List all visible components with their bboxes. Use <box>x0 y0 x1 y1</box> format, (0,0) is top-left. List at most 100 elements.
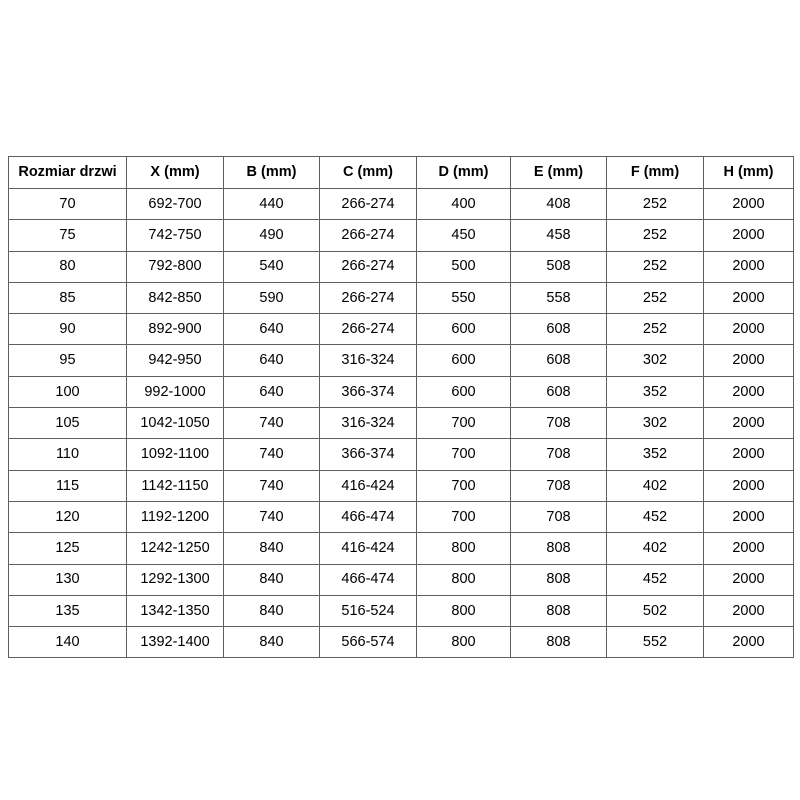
table-header-row: Rozmiar drzwi X (mm) B (mm) C (mm) D (mm) E (… <box>8 156 794 189</box>
dimension-cell: 466-474 <box>319 500 417 534</box>
dimension-cell: 692-700 <box>126 187 224 221</box>
dimension-cell: 700 <box>416 407 511 440</box>
dimension-cell: 808 <box>510 626 607 659</box>
dimension-cell: 2000 <box>703 438 794 471</box>
dimension-cell: 566-574 <box>319 626 417 659</box>
dimension-cell: 500 <box>416 250 511 283</box>
dimension-cell: 316-324 <box>319 407 417 440</box>
dimension-cell: 600 <box>416 375 511 409</box>
dimension-cell: 840 <box>223 563 320 596</box>
dimension-cell: 490 <box>223 219 320 252</box>
dimension-cell: 942-950 <box>126 344 224 377</box>
door-size-cell: 85 <box>8 281 127 315</box>
dimension-cell: 458 <box>510 219 607 252</box>
column-header: F (mm) <box>606 156 704 189</box>
dimension-cell: 1392-1400 <box>126 626 224 659</box>
dimension-cell: 252 <box>606 281 704 315</box>
dimension-cell: 2000 <box>703 532 794 565</box>
dimension-cell: 2000 <box>703 563 794 596</box>
dimension-cell: 540 <box>223 250 320 283</box>
column-header: H (mm) <box>703 156 794 189</box>
door-size-cell: 140 <box>8 626 127 659</box>
door-size-cell: 125 <box>8 532 127 565</box>
door-size-cell: 100 <box>8 375 127 409</box>
table-row: 80 792-800 540 266-274 500 508 252 2000 <box>8 250 794 283</box>
dimension-cell: 842-850 <box>126 281 224 315</box>
door-size-cell: 110 <box>8 438 127 471</box>
dimension-cell: 2000 <box>703 594 794 628</box>
dimension-cell: 2000 <box>703 500 794 534</box>
table-row: 85 842-850 590 266-274 550 558 252 2000 <box>8 281 794 315</box>
dimension-cell: 266-274 <box>319 250 417 283</box>
dimension-cell: 792-800 <box>126 250 224 283</box>
dimension-cell: 708 <box>510 407 607 440</box>
dimension-cell: 600 <box>416 313 511 346</box>
dimension-cell: 416-424 <box>319 469 417 502</box>
table-row: 140 1392-1400 840 566-574 800 808 552 2000 <box>8 626 794 659</box>
dimension-cell: 508 <box>510 250 607 283</box>
dimension-cell: 700 <box>416 469 511 502</box>
dimension-cell: 466-474 <box>319 563 417 596</box>
table-row: 130 1292-1300 840 466-474 800 808 452 2000 <box>8 563 794 596</box>
dimension-cell: 892-900 <box>126 313 224 346</box>
table-row: 95 942-950 640 316-324 600 608 302 2000 <box>8 344 794 377</box>
dimension-cell: 502 <box>606 594 704 628</box>
dimension-cell: 2000 <box>703 219 794 252</box>
dimension-cell: 450 <box>416 219 511 252</box>
dimension-cell: 740 <box>223 407 320 440</box>
table-row: 110 1092-1100 740 366-374 700 708 352 2000 <box>8 438 794 471</box>
door-size-cell: 135 <box>8 594 127 628</box>
door-size-cell: 130 <box>8 563 127 596</box>
dimension-cell: 252 <box>606 313 704 346</box>
dimension-cell: 252 <box>606 219 704 252</box>
door-size-cell: 105 <box>8 407 127 440</box>
dimension-cell: 740 <box>223 438 320 471</box>
dimension-cell: 366-374 <box>319 375 417 409</box>
dimension-cell: 2000 <box>703 313 794 346</box>
column-header: X (mm) <box>126 156 224 189</box>
dimension-cell: 416-424 <box>319 532 417 565</box>
dimension-cell: 316-324 <box>319 344 417 377</box>
dimension-cell: 800 <box>416 594 511 628</box>
dimension-cell: 2000 <box>703 250 794 283</box>
dimension-cell: 408 <box>510 187 607 221</box>
dimension-cell: 700 <box>416 500 511 534</box>
dimension-cell: 992-1000 <box>126 375 224 409</box>
door-size-cell: 70 <box>8 187 127 221</box>
dimension-cell: 840 <box>223 594 320 628</box>
door-size-table: Rozmiar drzwi X (mm) B (mm) C (mm) D (mm) E (… <box>8 156 794 659</box>
dimension-cell: 252 <box>606 250 704 283</box>
dimension-cell: 700 <box>416 438 511 471</box>
dimension-cell: 740 <box>223 469 320 502</box>
table-row: 100 992-1000 640 366-374 600 608 352 2000 <box>8 375 794 409</box>
dimension-cell: 640 <box>223 313 320 346</box>
dimension-cell: 2000 <box>703 281 794 315</box>
dimension-cell: 266-274 <box>319 187 417 221</box>
dimension-cell: 800 <box>416 626 511 659</box>
door-size-cell: 80 <box>8 250 127 283</box>
dimension-cell: 516-524 <box>319 594 417 628</box>
column-header: C (mm) <box>319 156 417 189</box>
dimension-cell: 2000 <box>703 344 794 377</box>
dimension-cell: 2000 <box>703 407 794 440</box>
dimension-cell: 708 <box>510 469 607 502</box>
dimension-cell: 808 <box>510 563 607 596</box>
table-row: 90 892-900 640 266-274 600 608 252 2000 <box>8 313 794 346</box>
dimension-cell: 2000 <box>703 469 794 502</box>
dimension-cell: 640 <box>223 344 320 377</box>
dimension-cell: 1142-1150 <box>126 469 224 502</box>
dimension-cell: 266-274 <box>319 219 417 252</box>
dimension-cell: 2000 <box>703 187 794 221</box>
dimension-cell: 640 <box>223 375 320 409</box>
dimension-cell: 550 <box>416 281 511 315</box>
dimension-cell: 800 <box>416 532 511 565</box>
door-size-cell: 115 <box>8 469 127 502</box>
column-header: Rozmiar drzwi <box>8 156 127 189</box>
door-size-cell: 120 <box>8 500 127 534</box>
door-size-cell: 90 <box>8 313 127 346</box>
dimension-cell: 266-274 <box>319 281 417 315</box>
dimension-cell: 840 <box>223 532 320 565</box>
dimension-cell: 1042-1050 <box>126 407 224 440</box>
dimension-cell: 402 <box>606 532 704 565</box>
